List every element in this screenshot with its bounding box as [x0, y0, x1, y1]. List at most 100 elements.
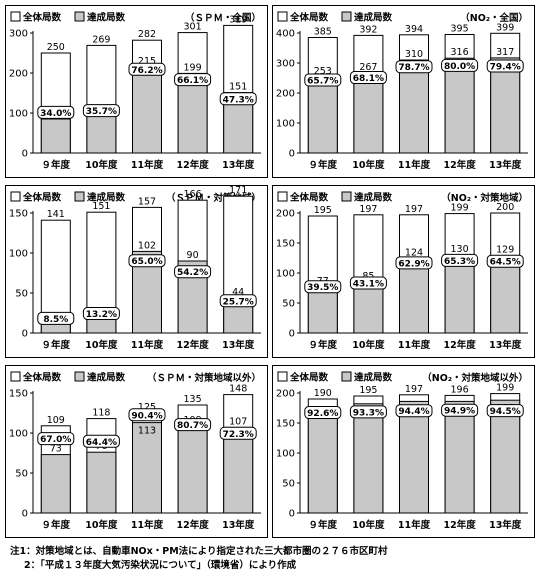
- data-label-achieved-3: 113: [138, 426, 156, 437]
- x-tick-label-1: ９年度: [309, 339, 338, 351]
- percent-box-2: [82, 434, 120, 448]
- legend-swatch-total: [277, 191, 288, 202]
- chart-panel-4: 全体局数達成局数（NO₂・対策地域）0501001502001957739.5%…: [272, 185, 535, 358]
- bar-achieved-4: [444, 400, 475, 514]
- chart-title: （ＳＰＭ・対策地域以外）: [147, 372, 261, 384]
- x-tick-label-3: 11年度: [131, 159, 164, 171]
- data-label-total-2: 269: [92, 34, 110, 45]
- bar-achieved-2: [86, 451, 117, 514]
- data-label-achieved-5: 317: [496, 47, 514, 58]
- data-label-achieved-5: 151: [229, 82, 247, 93]
- x-tick-label-1: ９年度: [42, 159, 71, 171]
- data-label-total-1: 250: [47, 42, 65, 53]
- y-tick-label-3: 300: [9, 29, 28, 40]
- data-label-achieved-2: 85: [362, 271, 374, 282]
- legend-swatch-total: [10, 191, 21, 202]
- bar-achieved-5: [490, 57, 521, 154]
- data-label-total-4: 395: [451, 24, 469, 35]
- data-label-achieved-3: 215: [138, 56, 156, 67]
- chart-legend: 全体局数 達成局数: [277, 191, 393, 204]
- data-label-total-3: 282: [138, 29, 156, 40]
- footnote-1: 注1：対策地域とは、自動車NOx・PM法により指定された三大都市圏の２７６市区町…: [10, 546, 388, 557]
- percent-box-4: [441, 253, 479, 267]
- percent-label-2: 43.1%: [353, 280, 384, 290]
- percent-label-3: 78.7%: [398, 63, 429, 73]
- bar-achieved-1: [307, 406, 338, 514]
- percent-label-1: 67.0%: [40, 435, 71, 445]
- bar-achieved-2: [353, 403, 384, 514]
- legend-label-achieved: 達成局数: [354, 192, 393, 204]
- percent-box-2: [349, 276, 387, 290]
- legend-label-total: 全体局数: [289, 12, 329, 24]
- bar-achieved-5: [490, 255, 521, 334]
- data-label-achieved-2: 267: [359, 62, 377, 73]
- data-label-total-2: 392: [359, 24, 377, 35]
- percent-box-2: [349, 71, 387, 85]
- percent-label-5: 94.5%: [490, 407, 521, 417]
- y-tick-label-1: 50: [282, 299, 295, 310]
- percent-label-2: 13.2%: [86, 310, 117, 320]
- bar-achieved-3: [399, 400, 429, 514]
- legend-swatch-total: [277, 371, 288, 382]
- y-tick-label-3: 150: [276, 419, 295, 430]
- legend-swatch-total: [10, 11, 21, 22]
- data-label-total-1: 190: [314, 388, 332, 399]
- bar-achieved-2: [353, 72, 384, 154]
- bar-achieved-1: [40, 454, 71, 514]
- data-label-total-5: 199: [496, 383, 514, 394]
- bar-achieved-3: [399, 258, 429, 334]
- percent-label-1: 39.5%: [307, 283, 338, 293]
- data-label-total-5: 171: [229, 185, 247, 196]
- x-tick-label-3: 11年度: [398, 519, 431, 531]
- legend-label-achieved: 達成局数: [354, 12, 393, 24]
- data-label-achieved-4: 130: [451, 244, 469, 255]
- x-tick-label-4: 12年度: [176, 519, 209, 531]
- percent-label-2: 64.4%: [86, 438, 117, 448]
- y-tick-label-2: 100: [276, 269, 295, 280]
- x-tick-label-4: 12年度: [176, 159, 209, 171]
- percent-label-3: 65.0%: [131, 257, 162, 267]
- percent-box-2: [82, 307, 120, 321]
- x-tick-label-5: 13年度: [222, 159, 255, 171]
- percent-box-1: [37, 105, 75, 119]
- x-tick-label-5: 13年度: [489, 159, 522, 171]
- data-label-total-3: 394: [405, 24, 423, 35]
- percent-label-5: 79.4%: [490, 63, 521, 73]
- x-tick-label-2: 10年度: [352, 339, 385, 351]
- percent-label-3: 62.9%: [398, 259, 429, 269]
- y-tick-label-0: 0: [289, 149, 295, 160]
- legend-label-achieved: 達成局数: [87, 372, 126, 384]
- data-label-achieved-1: 73: [50, 444, 62, 455]
- data-label-total-2: 195: [359, 385, 377, 396]
- x-tick-label-1: ９年度: [309, 159, 338, 171]
- percent-box-1: [304, 280, 342, 294]
- percent-label-5: 47.3%: [223, 95, 254, 105]
- legend-label-total: 全体局数: [22, 12, 62, 24]
- legend-swatch-total: [277, 11, 288, 22]
- y-tick-label-3: 150: [276, 239, 295, 250]
- y-tick-label-0: 0: [289, 509, 295, 520]
- legend-label-total: 全体局数: [289, 372, 329, 384]
- chart-panel-3: 全体局数達成局数（ＳＰＭ・対策地域）050100150141128.5%９年度1…: [5, 185, 268, 358]
- percent-box-5: [486, 59, 524, 73]
- percent-label-3: 76.2%: [131, 66, 162, 76]
- data-label-total-5: 148: [229, 384, 247, 395]
- data-label-achieved-3: 124: [405, 248, 423, 259]
- x-tick-label-2: 10年度: [352, 519, 385, 531]
- percent-box-4: [441, 58, 479, 72]
- percent-box-4: [174, 265, 212, 279]
- y-tick-label-2: 200: [276, 89, 295, 100]
- legend-label-achieved: 達成局数: [87, 12, 126, 24]
- bar-achieved-5: [490, 399, 521, 514]
- bar-achieved-4: [444, 254, 475, 334]
- percent-label-4: 66.1%: [177, 76, 208, 86]
- percent-box-5: [219, 294, 257, 308]
- y-tick-label-1: 50: [282, 479, 295, 490]
- data-label-achieved-4: 90: [187, 250, 199, 261]
- percent-box-1: [304, 406, 342, 420]
- x-tick-label-3: 11年度: [398, 339, 431, 351]
- y-tick-label-1: 50: [15, 289, 28, 300]
- data-label-achieved-4: 199: [184, 62, 202, 73]
- data-label-total-3: 157: [138, 196, 156, 207]
